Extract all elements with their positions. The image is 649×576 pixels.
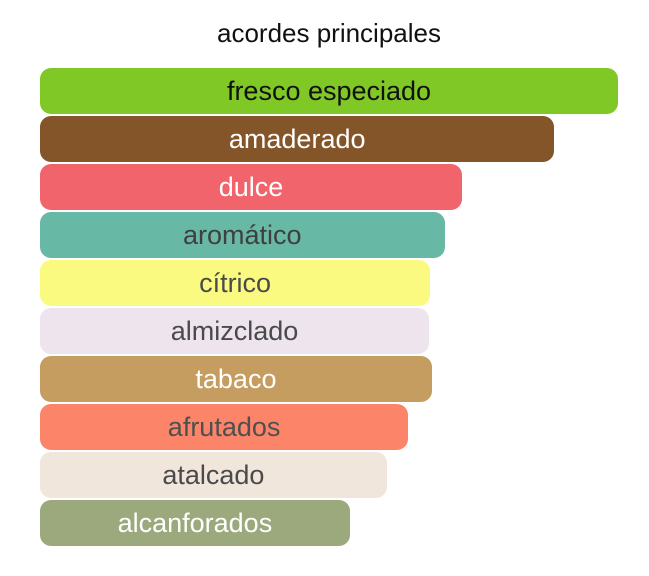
accord-bar-label: cítrico: [199, 268, 272, 298]
accord-bar-label: afrutados: [167, 412, 281, 442]
accord-bar: tabaco: [40, 356, 432, 402]
accord-bar-label: atalcado: [162, 460, 265, 490]
accord-bar-label: alcanforados: [117, 508, 273, 538]
accord-bar: almizclado: [40, 308, 429, 354]
accord-bar: amaderado: [40, 116, 555, 162]
accord-bar-label: aromático: [183, 220, 302, 250]
accord-bars-list: fresco especiado amaderado dulce aromáti…: [40, 68, 618, 546]
chart-title: acordes principales: [216, 18, 441, 48]
accord-bar: fresco especiado: [40, 68, 618, 114]
accord-bar-label: tabaco: [195, 364, 277, 394]
accord-bar: dulce: [40, 164, 462, 210]
accord-bar: atalcado: [40, 452, 387, 498]
accord-bar: cítrico: [40, 260, 431, 306]
accord-bar-label: fresco especiado: [226, 76, 432, 106]
accord-bar-label: amaderado: [228, 124, 366, 154]
accord-bar: aromático: [40, 212, 445, 258]
accord-bar: alcanforados: [40, 500, 350, 546]
accord-bar-label: almizclado: [170, 316, 299, 346]
accord-bar: afrutados: [40, 404, 409, 450]
accord-bar-label: dulce: [218, 172, 284, 202]
